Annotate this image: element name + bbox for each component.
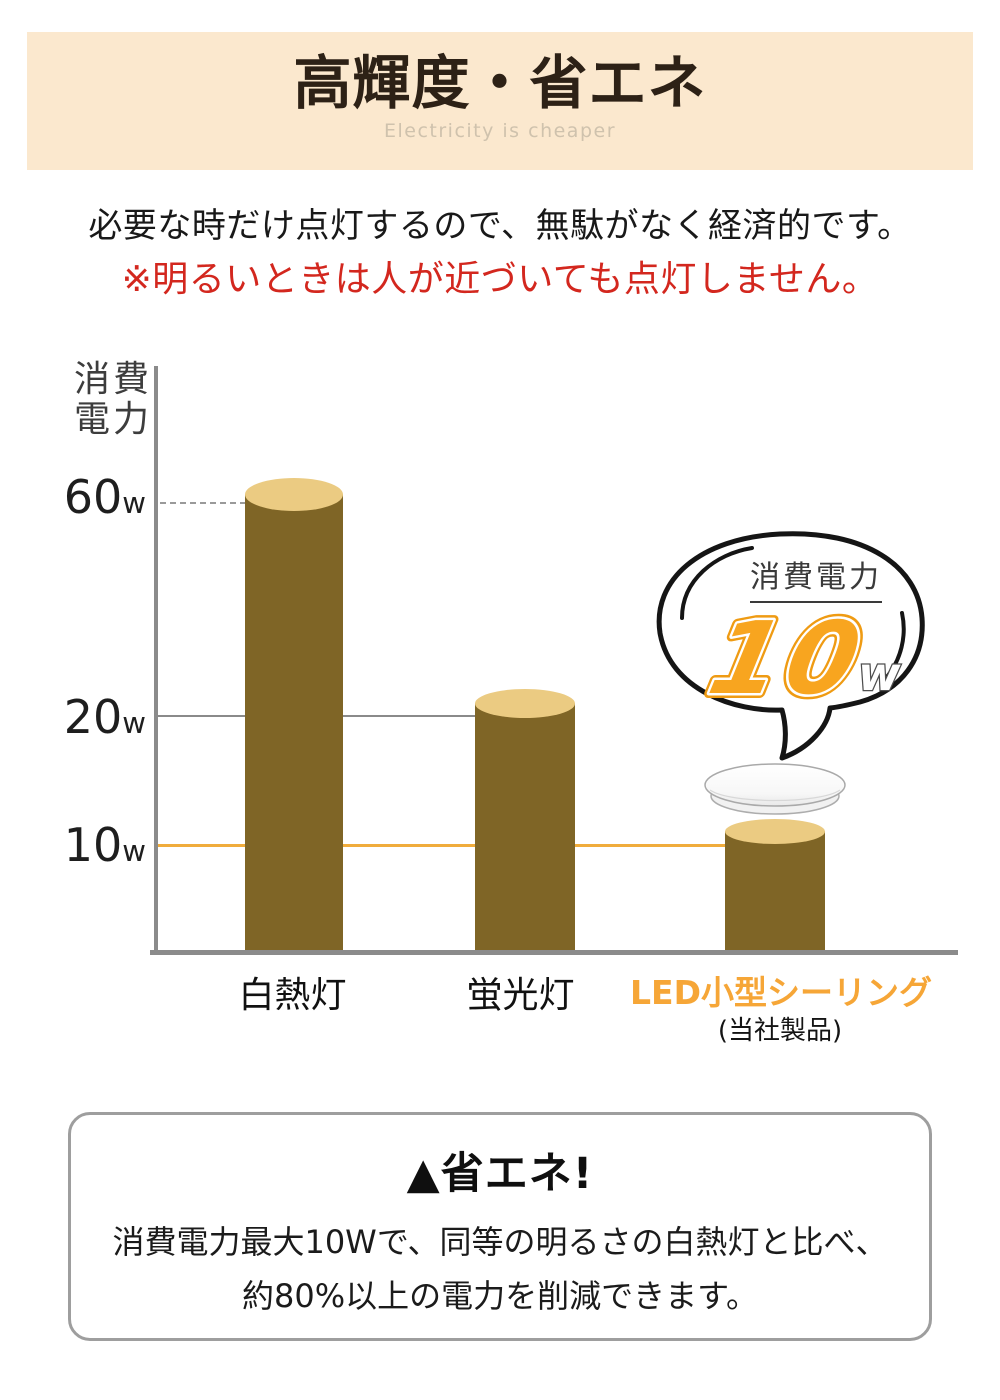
y-tick-10w-number: 10: [63, 818, 123, 872]
callout-value-10: 10 10 10: [695, 595, 881, 722]
intro-warning-text: ※明るいときは人が近づいても点灯しません。: [121, 259, 879, 300]
header-banner: 高輝度・省エネ Electricity is cheaper: [27, 32, 973, 170]
intro-text: 必要な時だけ点灯するので、無駄がなく経済的です。: [88, 206, 912, 246]
x-label-led-ceiling: LED小型シーリング: [630, 973, 932, 1012]
speech-bubble-outline: [656, 531, 925, 761]
y-tick-10w-unit: w: [122, 834, 146, 868]
bar-fluorescent-top: [475, 689, 575, 718]
bar-led-ceiling-top: [725, 819, 825, 844]
y-axis-title: 消費 電力: [74, 359, 153, 441]
guide-line-10w: [158, 844, 726, 847]
page-subtitle: Electricity is cheaper: [383, 119, 617, 142]
y-tick-60w: 60w: [0, 470, 146, 524]
bar-led-ceiling: [725, 831, 825, 950]
guide-line-60w: [160, 502, 246, 504]
energy-saving-line1: 消費電力最大10Wで、同等の明るさの白熱灯と比べ、: [112, 1223, 888, 1261]
x-label-incandescent: 白熱灯: [238, 975, 347, 1016]
bar-incandescent-top: [245, 478, 343, 511]
y-tick-10w: 10w: [0, 818, 146, 872]
svg-text:10: 10: [700, 600, 876, 717]
callout-label: 消費電力: [750, 552, 882, 603]
led-ceiling-light-icon: [704, 763, 846, 815]
energy-saving-line2: 約80%以上の電力を削減できます。: [242, 1277, 758, 1315]
y-tick-60w-unit: w: [122, 486, 146, 520]
energy-saving-title: ▲省エネ!: [406, 1149, 594, 1199]
speech-bubble: 10 10 10 w: [656, 531, 925, 761]
bar-fluorescent: [475, 703, 575, 950]
y-axis-line: [154, 366, 158, 954]
energy-saving-box: ▲省エネ! 消費電力最大10Wで、同等の明るさの白熱灯と比べ、 約80%以上の電…: [68, 1112, 932, 1341]
svg-text:10: 10: [700, 600, 876, 717]
callout-unit: w: [858, 647, 901, 701]
bar-incandescent: [245, 494, 343, 950]
x-label-note: (当社製品): [717, 1016, 843, 1046]
y-tick-20w: 20w: [0, 690, 146, 744]
y-tick-60w-number: 60: [63, 470, 123, 524]
y-tick-20w-number: 20: [63, 690, 123, 744]
x-axis-line: [150, 950, 958, 955]
svg-text:10: 10: [700, 600, 876, 717]
page-title: 高輝度・省エネ: [293, 49, 707, 117]
y-tick-20w-unit: w: [122, 706, 146, 740]
x-label-fluorescent: 蛍光灯: [466, 975, 575, 1016]
